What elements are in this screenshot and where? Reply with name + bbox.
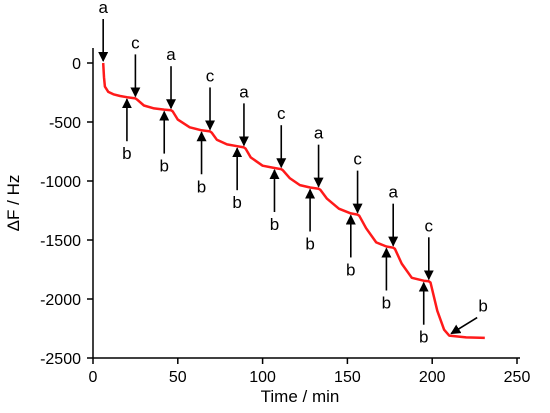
plot-area xyxy=(101,62,485,340)
y-tick-label: -500 xyxy=(49,115,81,132)
annotation-label: b xyxy=(419,328,428,347)
x-tick-label: 200 xyxy=(419,369,446,386)
annotation-label: a xyxy=(98,0,108,17)
annotation-label: b xyxy=(270,215,279,234)
x-tick-label: 150 xyxy=(334,369,361,386)
annotation-label: a xyxy=(166,45,176,64)
series-line xyxy=(101,62,485,340)
y-tick-label: 0 xyxy=(72,56,81,73)
annotation-arrow xyxy=(450,316,478,335)
annotation-label: b xyxy=(305,234,314,253)
y-tick-label: -1500 xyxy=(40,233,81,250)
annotation-label: a xyxy=(314,124,324,143)
annotation-label: b xyxy=(346,260,355,279)
annotation-label: c xyxy=(425,216,434,235)
annotation-label: c xyxy=(206,66,215,85)
y-tick-label: -2500 xyxy=(40,351,81,368)
x-tick-label: 100 xyxy=(249,369,276,386)
y-tick-label: -1000 xyxy=(40,174,81,191)
x-tick-label: 50 xyxy=(169,369,187,386)
annotation-label: c xyxy=(353,150,362,169)
x-tick-label: 250 xyxy=(504,369,531,386)
annotations: a b c b a b c b a b c b a b c b a b c b xyxy=(98,0,488,347)
annotation-label: a xyxy=(239,82,249,101)
annotation-label: b xyxy=(478,297,487,316)
annotation-label: b xyxy=(382,293,391,312)
x-tick-label: 0 xyxy=(89,369,98,386)
x-axis-label: Time / min xyxy=(261,387,340,406)
annotation-label: c xyxy=(131,33,140,52)
ticks: 0 50 100 150 200 250 0 -500 -1000 -1500 -2000 -2500 xyxy=(40,56,530,386)
annotation-label: b xyxy=(159,157,168,176)
annotation-label: a xyxy=(388,183,398,202)
annotation-label: b xyxy=(122,144,131,163)
y-tick-label: -2000 xyxy=(40,292,81,309)
annotation-label: b xyxy=(197,177,206,196)
axes xyxy=(92,48,520,359)
y-axis-label: ΔF / Hz xyxy=(4,175,23,232)
annotation-label: b xyxy=(232,193,241,212)
annotation-label: c xyxy=(277,104,286,123)
